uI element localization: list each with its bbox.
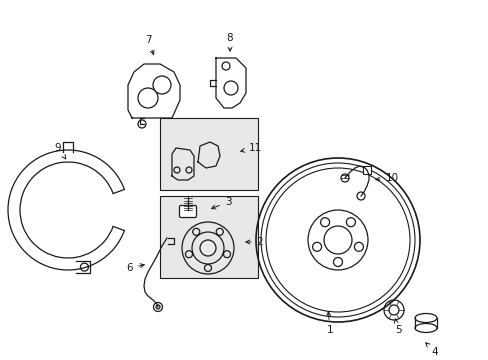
FancyBboxPatch shape [179, 206, 196, 217]
Text: 11: 11 [240, 143, 261, 153]
Circle shape [153, 76, 171, 94]
Circle shape [138, 88, 158, 108]
Text: 8: 8 [226, 33, 233, 51]
Text: 5: 5 [393, 319, 401, 335]
Text: 4: 4 [425, 343, 437, 357]
Bar [160, 118, 258, 190]
Bar [362, 166, 370, 174]
Bar [160, 196, 258, 278]
Text: 7: 7 [144, 35, 154, 54]
Text: 10: 10 [375, 173, 398, 183]
Text: 9: 9 [55, 143, 65, 159]
Text: 3: 3 [211, 197, 231, 209]
Text: 6: 6 [126, 263, 144, 273]
Text: 2: 2 [245, 237, 263, 247]
Text: 1: 1 [326, 312, 333, 335]
